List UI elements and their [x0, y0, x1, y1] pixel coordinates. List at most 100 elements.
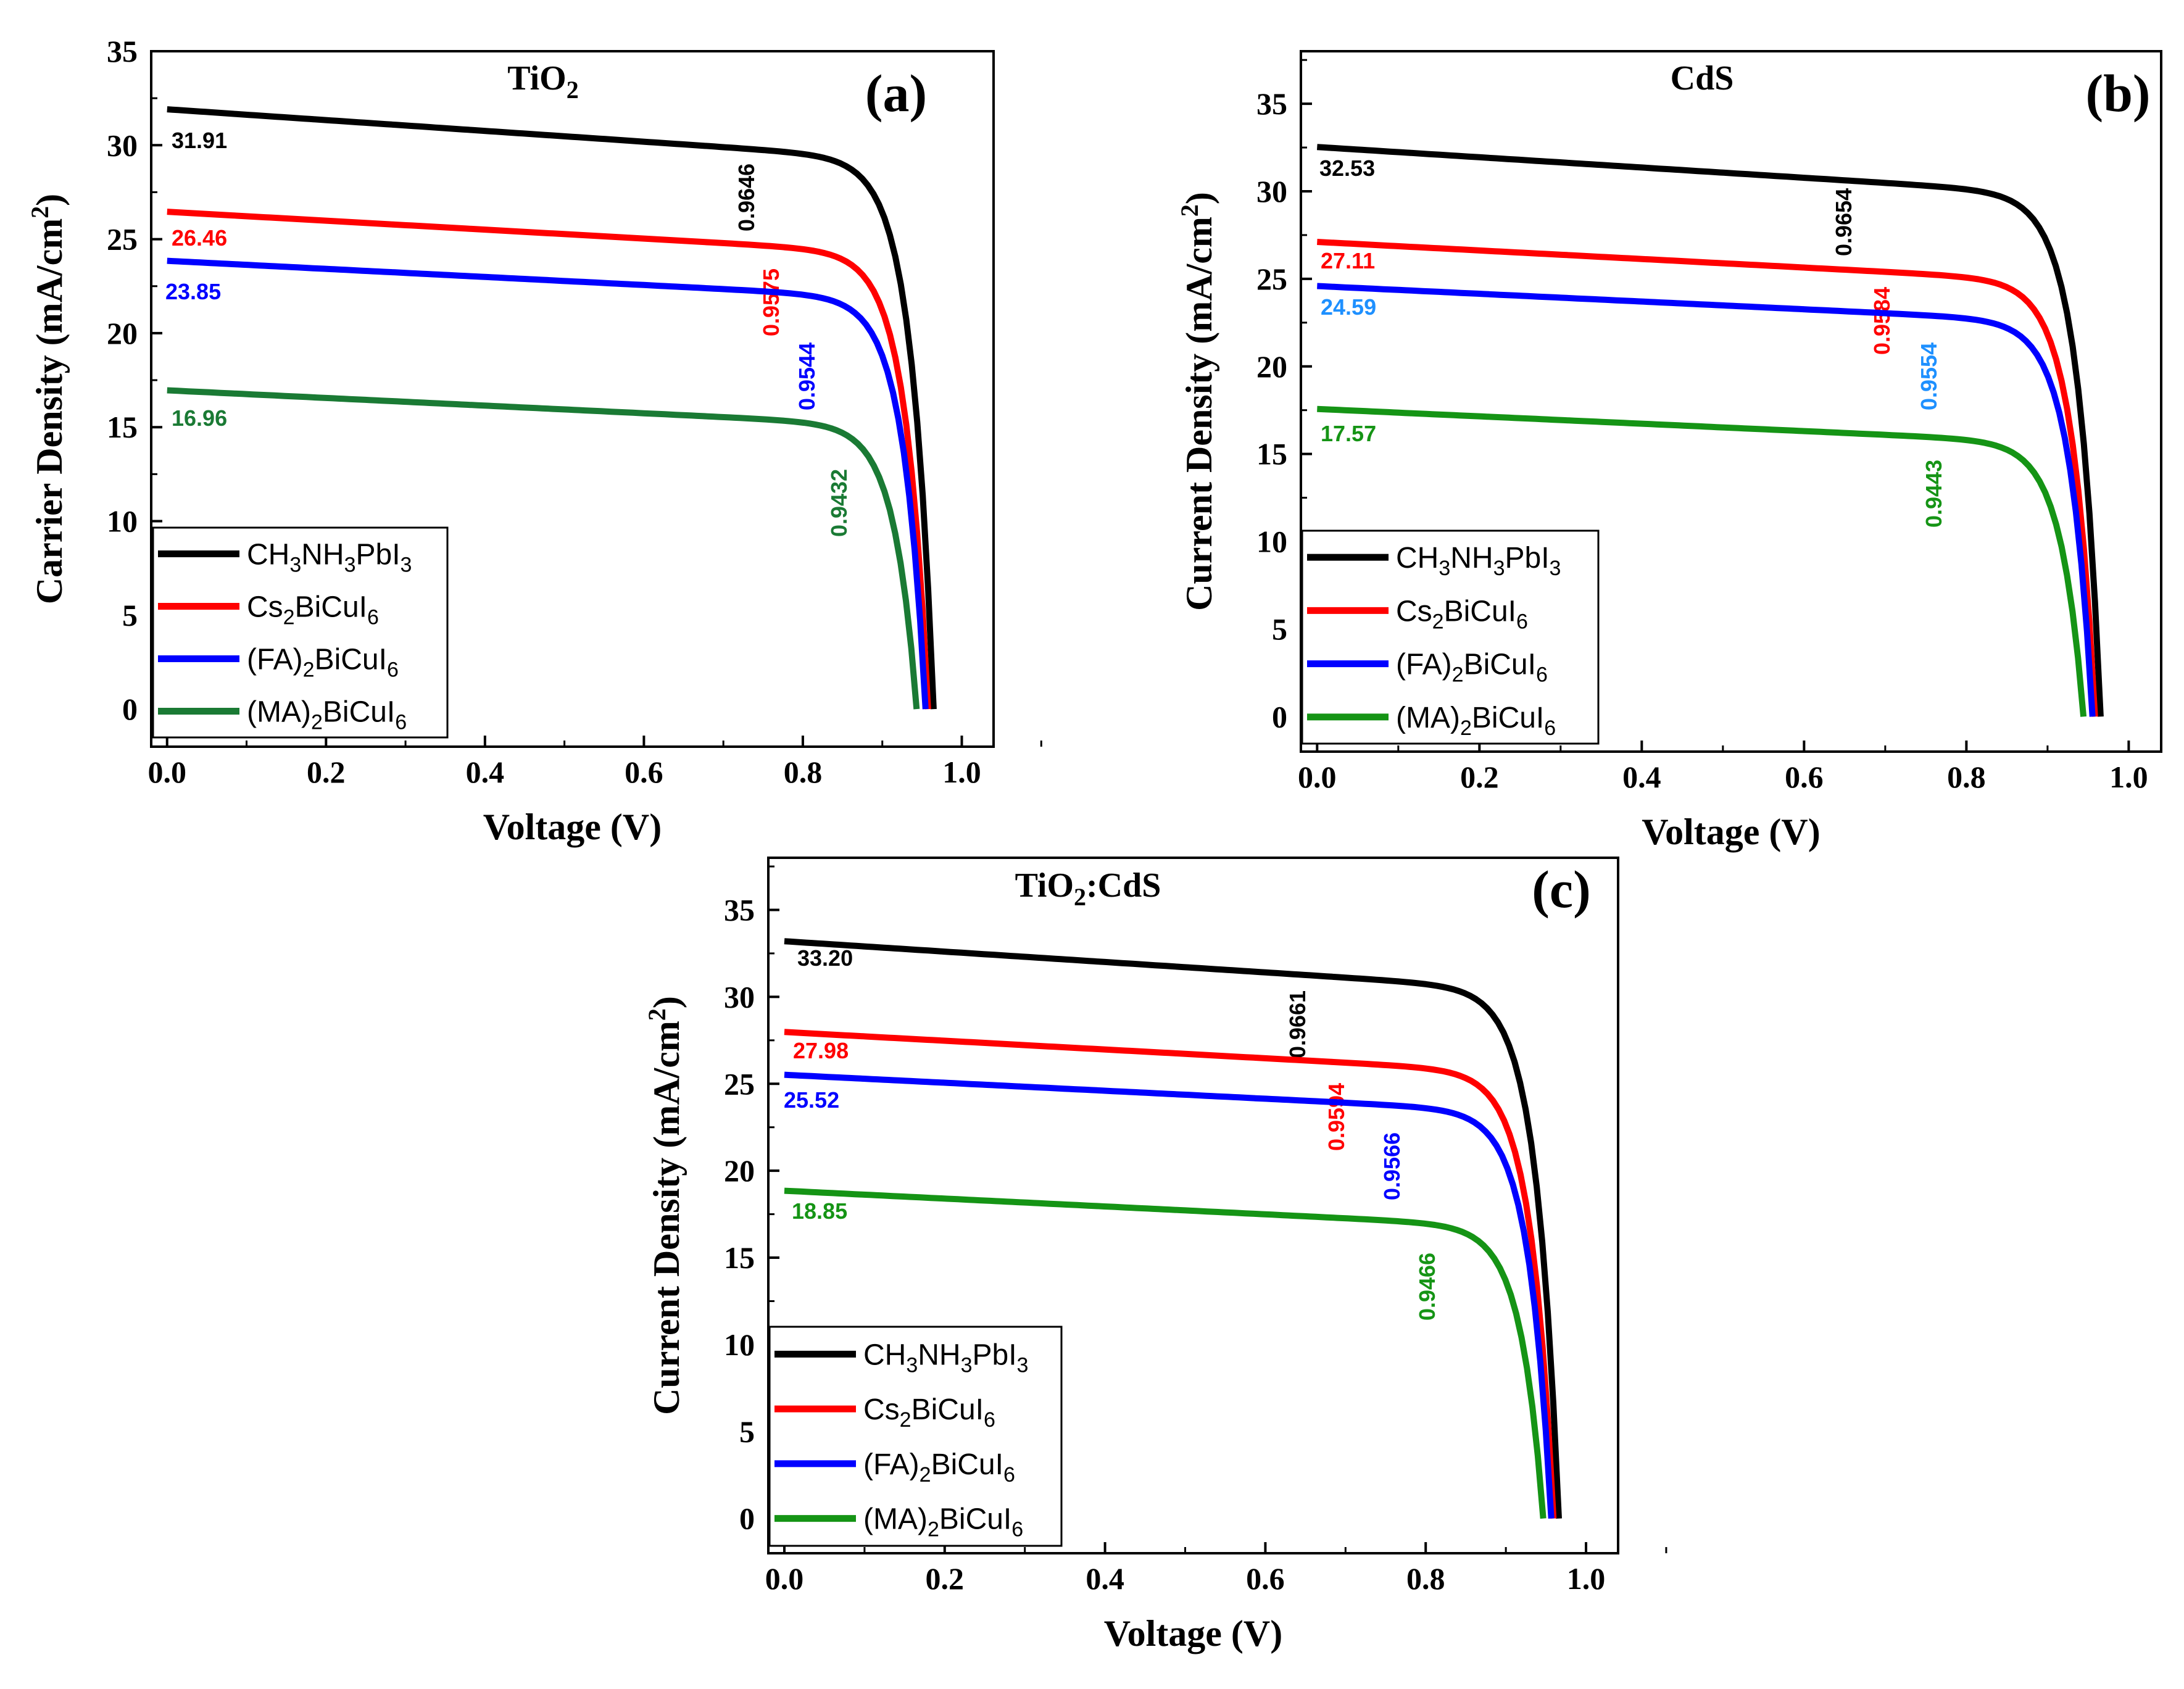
jv-curve-ma2bicui6 — [167, 387, 920, 710]
panel-letter: (b) — [2085, 64, 2150, 123]
jsc-label-cs2bicui6: 27.11 — [1321, 248, 1375, 273]
y-tick-label: 30 — [724, 979, 755, 1014]
legend-box — [1301, 529, 1600, 745]
legend-label-cs2bicui6: Cs2BiCuI6 — [247, 591, 379, 629]
voc-label-ch3nh3pbi3: 0.9661 — [1285, 990, 1310, 1058]
plot-frame — [150, 50, 995, 748]
x-tick-label: 0.4 — [1622, 760, 1661, 794]
legend-label-ma2bicui6: (MA)2BiCuI6 — [1396, 702, 1556, 740]
y-tick-label: 35 — [1256, 86, 1287, 121]
voc-label-fa2bicui6: 0.9566 — [1379, 1132, 1405, 1200]
y-tick-label: 15 — [724, 1240, 755, 1275]
legend-label-fa2bicui6: (FA)2BiCuI6 — [863, 1448, 1015, 1487]
jv-curve-cs2bicui6 — [167, 209, 931, 710]
voc-label-ch3nh3pbi3: 0.9646 — [734, 164, 759, 231]
legend-label-ch3nh3pbi3: CH3NH3PbI3 — [247, 539, 412, 577]
x-tick-label: 0.0 — [1298, 760, 1337, 794]
jv-curve-ch3nh3pbi3 — [784, 938, 1562, 1519]
panel-title: TiO2:CdS — [1015, 866, 1161, 911]
jv-curve-ch3nh3pbi3 — [167, 106, 937, 710]
voc-label-cs2bicui6: 0.9584 — [1869, 287, 1895, 355]
y-tick-label: 35 — [724, 893, 755, 927]
legend-label-fa2bicui6: (FA)2BiCuI6 — [1396, 649, 1548, 687]
voc-label-fa2bicui6: 0.9544 — [794, 342, 820, 410]
legend-label-cs2bicui6: Cs2BiCuI6 — [1396, 595, 1528, 633]
jsc-label-ch3nh3pbi3: 32.53 — [1319, 156, 1375, 181]
voc-label-ma2bicui6: 0.9432 — [826, 469, 852, 537]
plot-frame — [1300, 50, 2162, 753]
x-tick-label: 0.8 — [784, 755, 823, 789]
x-tick-label: 0.6 — [1246, 1561, 1285, 1596]
chart-panel-c: 0.0 0.2 0.4 0.6 0.8 1.0 0 5 10 15 20 25 30 35 Voltage … — [643, 857, 1667, 1654]
legend-label-ma2bicui6: (MA)2BiCuI6 — [247, 696, 407, 734]
y-axis-label: Current Density (mA/cm2) — [643, 996, 687, 1415]
jv-curve-fa2bicui6 — [167, 257, 929, 710]
jv-curve-ma2bicui6 — [1317, 405, 2087, 717]
y-tick-label: 25 — [107, 222, 138, 257]
jsc-label-ma2bicui6: 18.85 — [792, 1198, 847, 1224]
x-tick-label: 1.0 — [2109, 760, 2148, 794]
voc-label-cs2bicui6: 0.9575 — [758, 268, 784, 336]
jv-curve-cs2bicui6 — [1317, 239, 2098, 717]
y-tick-label: 20 — [107, 316, 138, 351]
y-tick-label: 10 — [724, 1327, 755, 1362]
x-tick-label: 0.6 — [625, 755, 663, 789]
jsc-label-fa2bicui6: 23.85 — [165, 279, 221, 304]
jsc-label-ch3nh3pbi3: 31.91 — [172, 128, 227, 153]
voc-label-ma2bicui6: 0.9443 — [1921, 460, 1946, 528]
y-tick-label: 30 — [1256, 174, 1287, 209]
legend-label-fa2bicui6: (FA)2BiCuI6 — [247, 644, 399, 682]
y-tick-label: 25 — [1256, 262, 1287, 296]
y-tick-label: 20 — [724, 1153, 755, 1188]
x-axis-label: Voltage (V) — [1104, 1613, 1282, 1654]
jsc-label-fa2bicui6: 25.52 — [784, 1087, 839, 1113]
x-tick-label: 0.6 — [1785, 760, 1824, 794]
y-tick-label: 10 — [107, 504, 138, 538]
jsc-label-cs2bicui6: 27.98 — [793, 1038, 849, 1063]
x-tick-label: 0.0 — [765, 1561, 804, 1596]
chart-panel-b: 0.0 0.2 0.4 0.6 0.8 1.0 0 5 10 15 20 25 30 35 Voltage … — [1176, 50, 2162, 852]
y-axis-label: Current Density (mA/cm2) — [1176, 192, 1219, 611]
legend-label-ch3nh3pbi3: CH3NH3PbI3 — [1396, 542, 1561, 580]
jv-curve-ch3nh3pbi3 — [1316, 144, 2104, 717]
jsc-label-ma2bicui6: 16.96 — [172, 405, 227, 431]
panel-letter: (c) — [1532, 860, 1590, 919]
y-tick-label: 0 — [739, 1501, 755, 1536]
y-tick-label: 20 — [1256, 349, 1287, 384]
legend-label-ma2bicui6: (MA)2BiCuI6 — [863, 1503, 1023, 1542]
jsc-label-ch3nh3pbi3: 33.20 — [797, 945, 853, 971]
jv-curve-fa2bicui6 — [1317, 283, 2096, 717]
y-tick-label: 0 — [122, 692, 138, 726]
legend-box — [152, 526, 449, 739]
jv-curve-cs2bicui6 — [784, 1029, 1557, 1519]
y-tick-label: 5 — [739, 1414, 755, 1449]
y-tick-label: 10 — [1256, 525, 1287, 559]
plot-frame — [767, 857, 1619, 1554]
voc-label-ma2bicui6: 0.9466 — [1414, 1253, 1440, 1321]
chart-panel-a: 0.0 0.2 0.4 0.6 0.8 1.0 0 5 10 15 20 25 30 35 Voltage … — [26, 34, 1042, 847]
y-tick-label: 5 — [122, 598, 138, 633]
x-tick-label: 0.8 — [1947, 760, 1986, 794]
x-tick-label: 1.0 — [1567, 1561, 1606, 1596]
voc-label-ch3nh3pbi3: 0.9654 — [1831, 188, 1856, 256]
jsc-label-ma2bicui6: 17.57 — [1321, 421, 1376, 446]
voc-label-cs2bicui6: 0.9594 — [1324, 1083, 1349, 1151]
x-tick-label: 0.8 — [1406, 1561, 1445, 1596]
legend-box — [768, 1326, 1063, 1547]
x-tick-label: 0.2 — [307, 755, 346, 789]
x-tick-label: 0.4 — [1086, 1561, 1124, 1596]
x-tick-label: 0.4 — [466, 755, 505, 789]
panel-title: CdS — [1671, 59, 1734, 98]
panel-letter: (a) — [865, 64, 927, 123]
x-tick-label: 0.0 — [148, 755, 187, 789]
x-axis-label: Voltage (V) — [1642, 811, 1820, 852]
jv-curve-ma2bicui6 — [784, 1187, 1547, 1519]
voc-label-fa2bicui6: 0.9554 — [1916, 342, 1941, 410]
y-tick-label: 15 — [107, 410, 138, 444]
y-tick-label: 5 — [1272, 612, 1287, 646]
y-axis-label: Carrier Density (mA/cm2) — [26, 194, 70, 604]
x-tick-label: 0.2 — [1460, 760, 1499, 794]
jv-curve-fa2bicui6 — [784, 1071, 1555, 1519]
jsc-label-cs2bicui6: 26.46 — [172, 225, 227, 251]
